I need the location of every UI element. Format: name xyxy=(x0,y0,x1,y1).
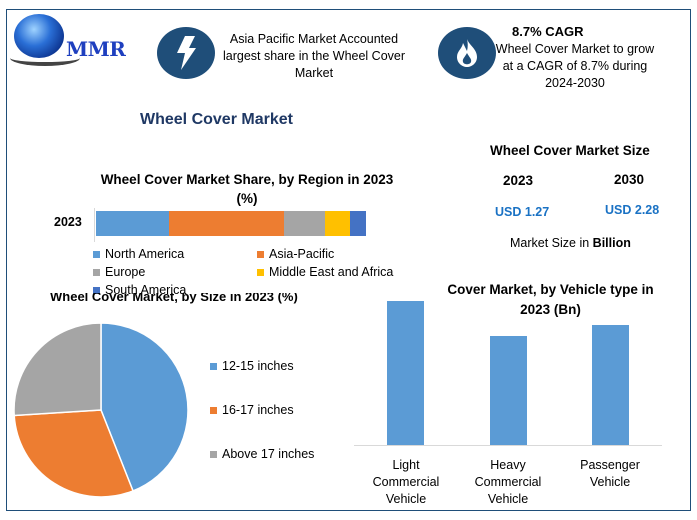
xlabel-line: Vehicle xyxy=(589,475,631,489)
vehicle-title-line2: 2023 (Bn) xyxy=(520,302,581,317)
pie-chart-title: Wheel Cover Market, by Size in 2023 (%) xyxy=(50,293,298,304)
size-pie-chart xyxy=(13,322,189,498)
legend-swatch xyxy=(257,250,264,258)
legend-swatch xyxy=(93,286,100,294)
market-size-title: Wheel Cover Market Size xyxy=(490,143,650,158)
value-2023: USD 1.27 xyxy=(495,205,550,219)
bar-light-commercial xyxy=(387,301,424,445)
xlabel-heavy-commercial: Heavy Commercial Vehicle xyxy=(463,457,553,508)
legend-swatch xyxy=(93,250,100,258)
xlabel-line: Light xyxy=(392,458,420,472)
pie-slice-above-17 xyxy=(13,322,102,417)
region-chart-title: Wheel Cover Market Share, by Region in 2… xyxy=(92,170,402,208)
pie-legend-16-17: 16-17 inches xyxy=(210,403,294,417)
legend-label: Middle East and Africa xyxy=(269,265,394,279)
bar-segment-north-america xyxy=(96,211,169,236)
legend-swatch xyxy=(210,406,217,414)
legend-swatch xyxy=(257,268,264,276)
lightning-icon xyxy=(157,27,215,79)
flame-icon xyxy=(438,27,496,79)
xlabel-light-commercial: Light Commercial Vehicle xyxy=(361,457,451,508)
info-asia-pacific: Asia Pacific Market Accounted largest sh… xyxy=(222,32,406,80)
legend-label: South America xyxy=(105,283,187,297)
legend-label: North America xyxy=(105,247,185,261)
legend-label: Asia-Pacific xyxy=(269,247,335,261)
bar-heavy-commercial xyxy=(490,336,527,445)
bar-segment-asia-pacific xyxy=(169,211,284,236)
bar-passenger xyxy=(592,325,629,445)
region-title-line2: (%) xyxy=(236,191,258,206)
note-unit: Billion xyxy=(592,236,631,250)
xlabel-line: Heavy xyxy=(490,458,526,472)
legend-swatch xyxy=(210,362,217,370)
pie-slice-16-17 xyxy=(13,409,134,498)
logo-swoosh xyxy=(10,50,80,66)
bar-segment-mea xyxy=(325,211,350,236)
logo-text: MMR xyxy=(66,37,126,61)
legend-mea: Middle East and Africa xyxy=(257,265,393,279)
globe-icon xyxy=(14,14,64,58)
vehicle-chart-title: Cover Market, by Vehicle type in 2023 (B… xyxy=(438,280,663,320)
xlabel-line: Commercial xyxy=(372,475,440,489)
legend-south-america: South America xyxy=(93,283,186,297)
pie-legend-above-17: Above 17 inches xyxy=(210,447,314,461)
region-stacked-bar xyxy=(96,211,366,236)
legend-north-america: North America xyxy=(93,247,184,261)
cagr-title: 8.7% CAGR xyxy=(512,24,584,39)
legend-asia-pacific: Asia-Pacific xyxy=(257,247,334,261)
xlabel-line: Vehicle xyxy=(385,492,427,506)
legend-label: 12-15 inches xyxy=(222,359,294,373)
xlabel-line: Commercial xyxy=(474,475,542,489)
note-prefix: Market Size in xyxy=(510,236,593,250)
value-2030: USD 2.28 xyxy=(605,203,660,217)
cagr-text: Wheel Cover Market to grow at a CAGR of … xyxy=(495,42,655,90)
legend-swatch xyxy=(210,450,217,458)
xlabel-passenger: Passenger Vehicle xyxy=(565,457,655,491)
region-year-label: 2023 xyxy=(54,215,82,229)
vehicle-x-axis xyxy=(354,445,662,446)
region-axis xyxy=(94,208,95,242)
pie-legend-12-15: 12-15 inches xyxy=(210,359,294,373)
bar-segment-south-america xyxy=(350,211,366,236)
legend-swatch xyxy=(93,268,100,276)
bar-segment-europe xyxy=(284,211,325,236)
legend-label: Europe xyxy=(105,265,146,279)
market-size-note: Market Size in Billion xyxy=(510,236,631,250)
legend-europe: Europe xyxy=(93,265,145,279)
year-2030: 2030 xyxy=(614,172,645,187)
legend-label: 16-17 inches xyxy=(222,403,294,417)
xlabel-line: Passenger xyxy=(580,458,640,472)
region-title-line1: Wheel Cover Market Share, by Region in 2… xyxy=(100,172,394,187)
year-2023: 2023 xyxy=(503,173,534,188)
infographic-frame xyxy=(6,9,691,511)
page-title: Wheel Cover Market xyxy=(140,111,293,128)
vehicle-title-line1: Cover Market, by Vehicle type in xyxy=(447,282,654,297)
xlabel-line: Vehicle xyxy=(487,492,529,506)
legend-label: Above 17 inches xyxy=(222,447,315,461)
pie-slice-12-15 xyxy=(100,322,189,492)
